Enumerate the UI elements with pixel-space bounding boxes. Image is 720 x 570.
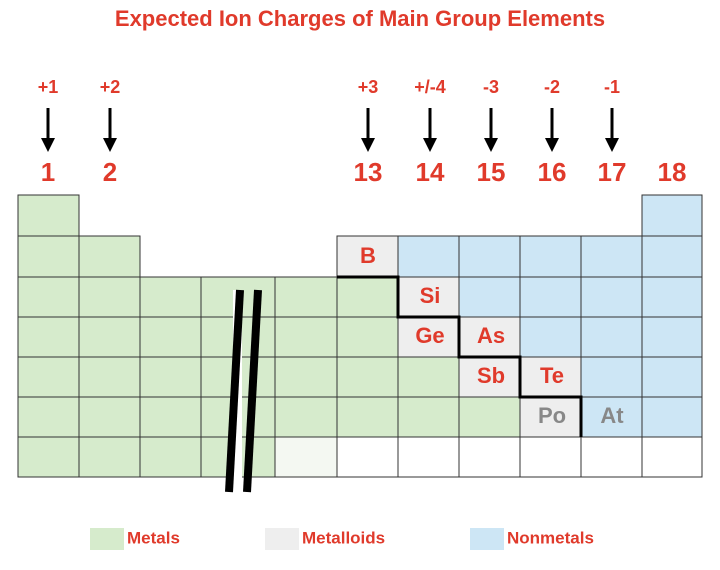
cell <box>458 356 521 398</box>
cell <box>641 356 703 398</box>
element-symbol: Ge <box>415 323 444 348</box>
cell <box>78 316 141 358</box>
break-mark <box>225 289 244 493</box>
cell <box>274 276 338 318</box>
element-symbol: B <box>360 243 376 268</box>
charge-label: +3 <box>358 77 379 97</box>
cell <box>458 436 521 478</box>
cell <box>641 316 703 358</box>
cell <box>519 235 582 278</box>
cell <box>17 276 80 318</box>
cell <box>397 276 460 318</box>
arrow-head <box>103 138 117 152</box>
arrow-head <box>41 138 55 152</box>
element-symbol: Po <box>538 403 566 428</box>
cell <box>458 396 521 438</box>
cell <box>139 436 202 478</box>
arrow-head <box>545 138 559 152</box>
cell <box>641 276 703 318</box>
cell <box>17 194 80 237</box>
cell <box>641 194 703 237</box>
group-number: 1 <box>41 157 55 187</box>
cell <box>274 396 338 438</box>
cell <box>641 235 703 278</box>
arrow-head <box>605 138 619 152</box>
charge-label: -2 <box>544 77 560 97</box>
cell <box>641 396 703 438</box>
cell <box>274 356 338 398</box>
group-number: 16 <box>538 157 567 187</box>
cell <box>580 436 643 478</box>
charge-label: +2 <box>100 77 121 97</box>
break-mark <box>243 289 262 493</box>
legend-label: Nonmetals <box>507 528 594 547</box>
legend-swatch <box>265 528 299 550</box>
group-number: 15 <box>477 157 506 187</box>
cell <box>17 235 80 278</box>
charge-label: +/-4 <box>414 77 446 97</box>
legend-swatch <box>90 528 124 550</box>
cell <box>78 276 141 318</box>
element-symbol: At <box>600 403 624 428</box>
charge-label: -1 <box>604 77 620 97</box>
cell <box>397 436 460 478</box>
cell <box>17 396 80 438</box>
element-symbol: Te <box>540 363 564 388</box>
legend-label: Metals <box>127 528 180 547</box>
cell <box>336 276 399 318</box>
cell <box>274 436 338 478</box>
cell <box>519 436 582 478</box>
title: Expected Ion Charges of Main Group Eleme… <box>115 6 605 31</box>
arrow-head <box>361 138 375 152</box>
cell <box>641 436 703 478</box>
element-symbol: As <box>477 323 505 348</box>
cell <box>336 316 399 358</box>
cell <box>580 316 643 358</box>
group-number: 17 <box>598 157 627 187</box>
arrow-head <box>423 138 437 152</box>
cell <box>458 276 521 318</box>
legend-swatch <box>470 528 504 550</box>
cell <box>580 276 643 318</box>
group-number: 18 <box>658 157 687 187</box>
cell <box>139 396 202 438</box>
cell <box>397 396 460 438</box>
cell <box>519 316 582 358</box>
group-number: 13 <box>354 157 383 187</box>
cell <box>458 235 521 278</box>
cell <box>139 316 202 358</box>
cell <box>17 436 80 478</box>
cell <box>336 436 399 478</box>
charge-label: -3 <box>483 77 499 97</box>
cell <box>17 316 80 358</box>
group-number: 14 <box>416 157 445 187</box>
cell <box>274 316 338 358</box>
legend-label: Metalloids <box>302 528 385 547</box>
cell <box>580 396 643 438</box>
cell <box>397 235 460 278</box>
cell <box>78 235 141 278</box>
cell <box>78 436 141 478</box>
cell <box>580 356 643 398</box>
cell <box>519 276 582 318</box>
cell <box>139 356 202 398</box>
cell <box>397 356 460 398</box>
cell <box>78 356 141 398</box>
element-symbol: Sb <box>477 363 505 388</box>
group-number: 2 <box>103 157 117 187</box>
arrow-head <box>484 138 498 152</box>
cell <box>17 356 80 398</box>
cell <box>139 276 202 318</box>
cell <box>336 356 399 398</box>
cell <box>336 396 399 438</box>
element-symbol: Si <box>420 283 441 308</box>
charge-label: +1 <box>38 77 59 97</box>
cell <box>78 396 141 438</box>
metalloid-border <box>337 275 583 437</box>
cell <box>336 235 399 278</box>
cell <box>580 235 643 278</box>
